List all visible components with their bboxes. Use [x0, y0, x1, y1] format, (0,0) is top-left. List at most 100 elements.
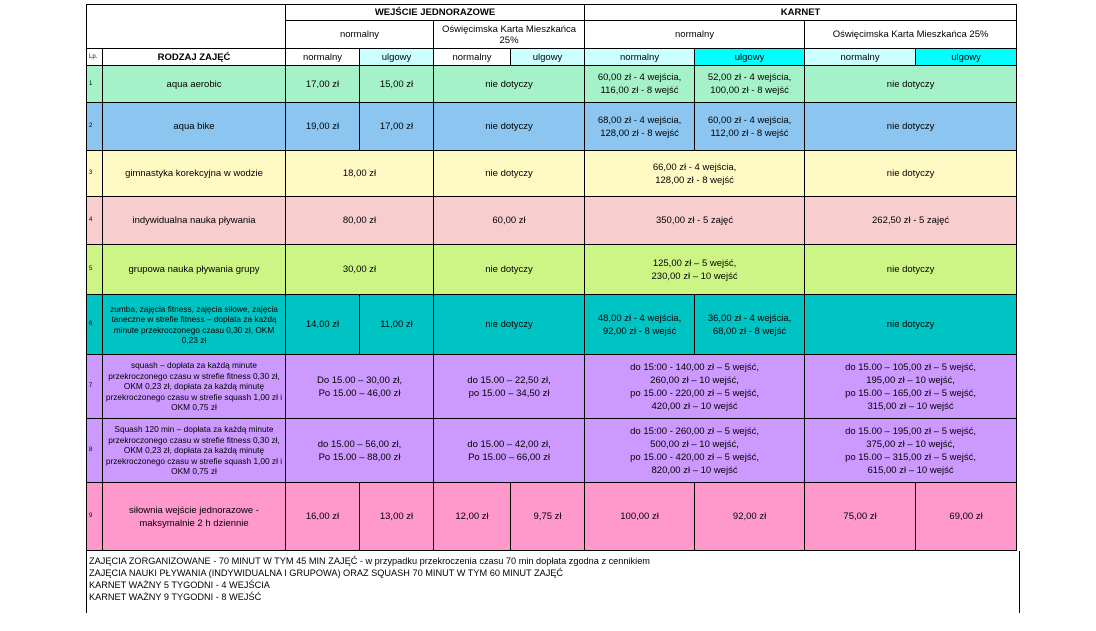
header-pass-okm: Oświęcimska Karta Mieszkańca 25%: [804, 20, 1018, 49]
price-cell: Do 15.00 – 30,00 zł, Po 15.00 – 46,00 zł: [285, 354, 434, 419]
price-cell: 66,00 zł - 4 wejścia, 128,00 zł - 8 wejś…: [584, 150, 806, 197]
price-cell: do 15:00 - 260,00 zł – 5 wejść, 500,00 z…: [584, 418, 806, 483]
table-row: 2 aqua bike 19,00 zł 17,00 zł nie dotycz…: [86, 102, 1018, 151]
note-line: KARNET WAŻNY 5 TYGODNI - 4 WEJŚCIA: [89, 580, 270, 590]
activity-name: Squash 120 min – dopłata za każdą minute…: [102, 418, 286, 483]
price-cell: 14,00 zł: [285, 294, 360, 355]
price-cell: 68,00 zł - 4 wejścia, 128,00 zł - 8 wejś…: [584, 102, 696, 151]
row-number: 5: [86, 244, 103, 295]
price-cell: nie dotyczy: [432, 150, 586, 197]
activity-name: zumba, zajęcia fitness, zajęcia siłowe, …: [102, 294, 286, 355]
header-single-okm: Oświęcimska Karta Mieszkańca 25%: [432, 20, 586, 49]
header-price-reduced: ulgowy: [509, 48, 586, 66]
price-cell: nie dotyczy: [432, 102, 586, 151]
activity-name: indywidualna nauka pływania: [102, 196, 286, 245]
header-row-prices: Lp. RODZAJ ZAJĘĆ normalny ulgowy normaln…: [86, 48, 1018, 66]
price-cell: 60,00 zł: [432, 196, 586, 245]
price-cell: nie dotyczy: [432, 294, 586, 355]
note-line: ZAJĘCIA ZORGANIZOWANE - 70 MINUT W TYM 4…: [89, 556, 650, 566]
price-cell: 19,00 zł: [285, 102, 360, 151]
price-cell: 18,00 zł: [285, 150, 434, 197]
row-number: 7: [86, 354, 103, 419]
price-cell: do 15:00 - 140,00 zł – 5 wejść, 260,00 z…: [584, 354, 806, 419]
row-number: 9: [86, 482, 103, 551]
price-cell: do 15.00 – 56,00 zł, Po 15.00 – 88,00 zł: [285, 418, 434, 483]
header-price-normal: normalny: [433, 48, 511, 66]
price-cell: do 15.00 – 105,00 zł – 5 wejść, 195,00 z…: [804, 354, 1018, 419]
price-table: WEJŚCIE JEDNORAZOWE KARNET normalny Oświ…: [86, 4, 1018, 551]
price-cell: do 15.00 – 22,50 zł, po 15.00 – 34,50 zł: [432, 354, 586, 419]
header-corner: [86, 4, 286, 49]
price-cell: nie dotyczy: [432, 244, 586, 295]
header-activity-type: RODZAJ ZAJĘĆ: [102, 48, 286, 66]
price-cell: do 15.00 – 42,00 zł, Po 15.00 – 66,00 zł: [432, 418, 586, 483]
activity-name: squash – dopłata za każdą minute przekro…: [102, 354, 286, 419]
activity-name: siłownia wejście jednorazowe - maksymaln…: [102, 482, 286, 551]
price-cell: 92,00 zł: [694, 482, 806, 551]
row-number: 6: [86, 294, 103, 355]
header-lp: Lp.: [86, 48, 103, 66]
price-cell: 15,00 zł: [359, 65, 434, 103]
row-number: 1: [86, 65, 103, 103]
header-pass: KARNET: [584, 4, 1018, 21]
header-single-entry: WEJŚCIE JEDNORAZOWE: [284, 4, 586, 21]
row-number: 4: [86, 196, 103, 245]
price-cell: nie dotyczy: [804, 294, 1018, 355]
header-single-normal: normalny: [285, 20, 434, 49]
row-number: 8: [86, 418, 103, 483]
price-cell: 100,00 zł: [584, 482, 696, 551]
table-row: 8 Squash 120 min – dopłata za każdą minu…: [86, 418, 1018, 483]
price-cell: 60,00 zł - 4 wejścia, 112,00 zł - 8 wejś…: [694, 102, 806, 151]
activity-name: grupowa nauka pływania grupy: [102, 244, 286, 295]
header-price-normal: normalny: [584, 48, 696, 66]
header-pass-normal: normalny: [584, 20, 806, 49]
price-cell: 350,00 zł - 5 zajęć: [584, 196, 806, 245]
price-cell: 11,00 zł: [359, 294, 434, 355]
header-price-reduced: ulgowy: [359, 48, 434, 66]
price-cell: nie dotyczy: [432, 65, 586, 103]
table-row: 6 zumba, zajęcia fitness, zajęcia siłowe…: [86, 294, 1018, 355]
price-cell: nie dotyczy: [804, 150, 1018, 197]
price-cell: 80,00 zł: [285, 196, 434, 245]
row-number: 3: [86, 150, 103, 197]
notes-section: ZAJĘCIA ZORGANIZOWANE - 70 MINUT W TYM 4…: [86, 551, 1020, 613]
price-cell: 36,00 zł - 4 wejścia, 68,00 zł - 8 wejść: [694, 294, 806, 355]
price-cell: 30,00 zł: [285, 244, 434, 295]
header-row-groups: WEJŚCIE JEDNORAZOWE KARNET: [86, 4, 1018, 49]
price-cell: 48,00 zł - 4 wejścia, 92,00 zł - 8 wejść: [584, 294, 696, 355]
price-cell: 125,00 zł – 5 wejść, 230,00 zł – 10 wejś…: [584, 244, 806, 295]
activity-name: aqua aerobic: [102, 65, 286, 103]
activity-name: aqua bike: [102, 102, 286, 151]
table-row: 4 indywidualna nauka pływania 80,00 zł 6…: [86, 196, 1018, 245]
price-cell: nie dotyczy: [804, 102, 1018, 151]
table-row: 3 gimnastyka korekcyjna w wodzie 18,00 z…: [86, 150, 1018, 197]
table-row: 5 grupowa nauka pływania grupy 30,00 zł …: [86, 244, 1018, 295]
price-list-sheet: WEJŚCIE JEDNORAZOWE KARNET normalny Oświ…: [86, 4, 1020, 613]
price-cell: 262,50 zł - 5 zajęć: [804, 196, 1018, 245]
price-cell: 17,00 zł: [359, 102, 434, 151]
table-row: 7 squash – dopłata za każdą minute przek…: [86, 354, 1018, 419]
row-number: 2: [86, 102, 103, 151]
price-cell: 60,00 zł - 4 wejścia, 116,00 zł - 8 wejś…: [584, 65, 696, 103]
price-cell: nie dotyczy: [804, 65, 1018, 103]
price-cell: do 15.00 – 195,00 zł – 5 wejść, 375,00 z…: [804, 418, 1018, 483]
price-cell: 9,75 zł: [509, 482, 586, 551]
price-cell: 69,00 zł: [915, 482, 1018, 551]
note-line: ZAJĘCIA NAUKI PŁYWANIA (INDYWIDUALNA I G…: [89, 568, 564, 578]
header-row-types: normalny Oświęcimska Karta Mieszkańca 25…: [87, 20, 1018, 49]
activity-name: gimnastyka korekcyjna w wodzie: [102, 150, 286, 197]
price-cell: 13,00 zł: [359, 482, 434, 551]
price-cell: 17,00 zł: [285, 65, 360, 103]
price-cell: nie dotyczy: [804, 244, 1018, 295]
price-cell: 12,00 zł: [433, 482, 511, 551]
header-price-normal: normalny: [285, 48, 360, 66]
price-cell: 75,00 zł: [804, 482, 917, 551]
header-price-normal: normalny: [804, 48, 917, 66]
price-cell: 16,00 zł: [285, 482, 360, 551]
note-line: KARNET WAŻNY 9 TYGODNI - 8 WEJŚĆ: [89, 592, 262, 602]
header-price-reduced: ulgowy: [915, 48, 1018, 66]
header-price-reduced: ulgowy: [694, 48, 806, 66]
table-row: 1 aqua aerobic 17,00 zł 15,00 zł nie dot…: [86, 65, 1018, 103]
price-cell: 52,00 zł - 4 wejścia, 100,00 zł - 8 wejś…: [694, 65, 806, 103]
table-row: 9 siłownia wejście jednorazowe - maksyma…: [86, 482, 1018, 551]
